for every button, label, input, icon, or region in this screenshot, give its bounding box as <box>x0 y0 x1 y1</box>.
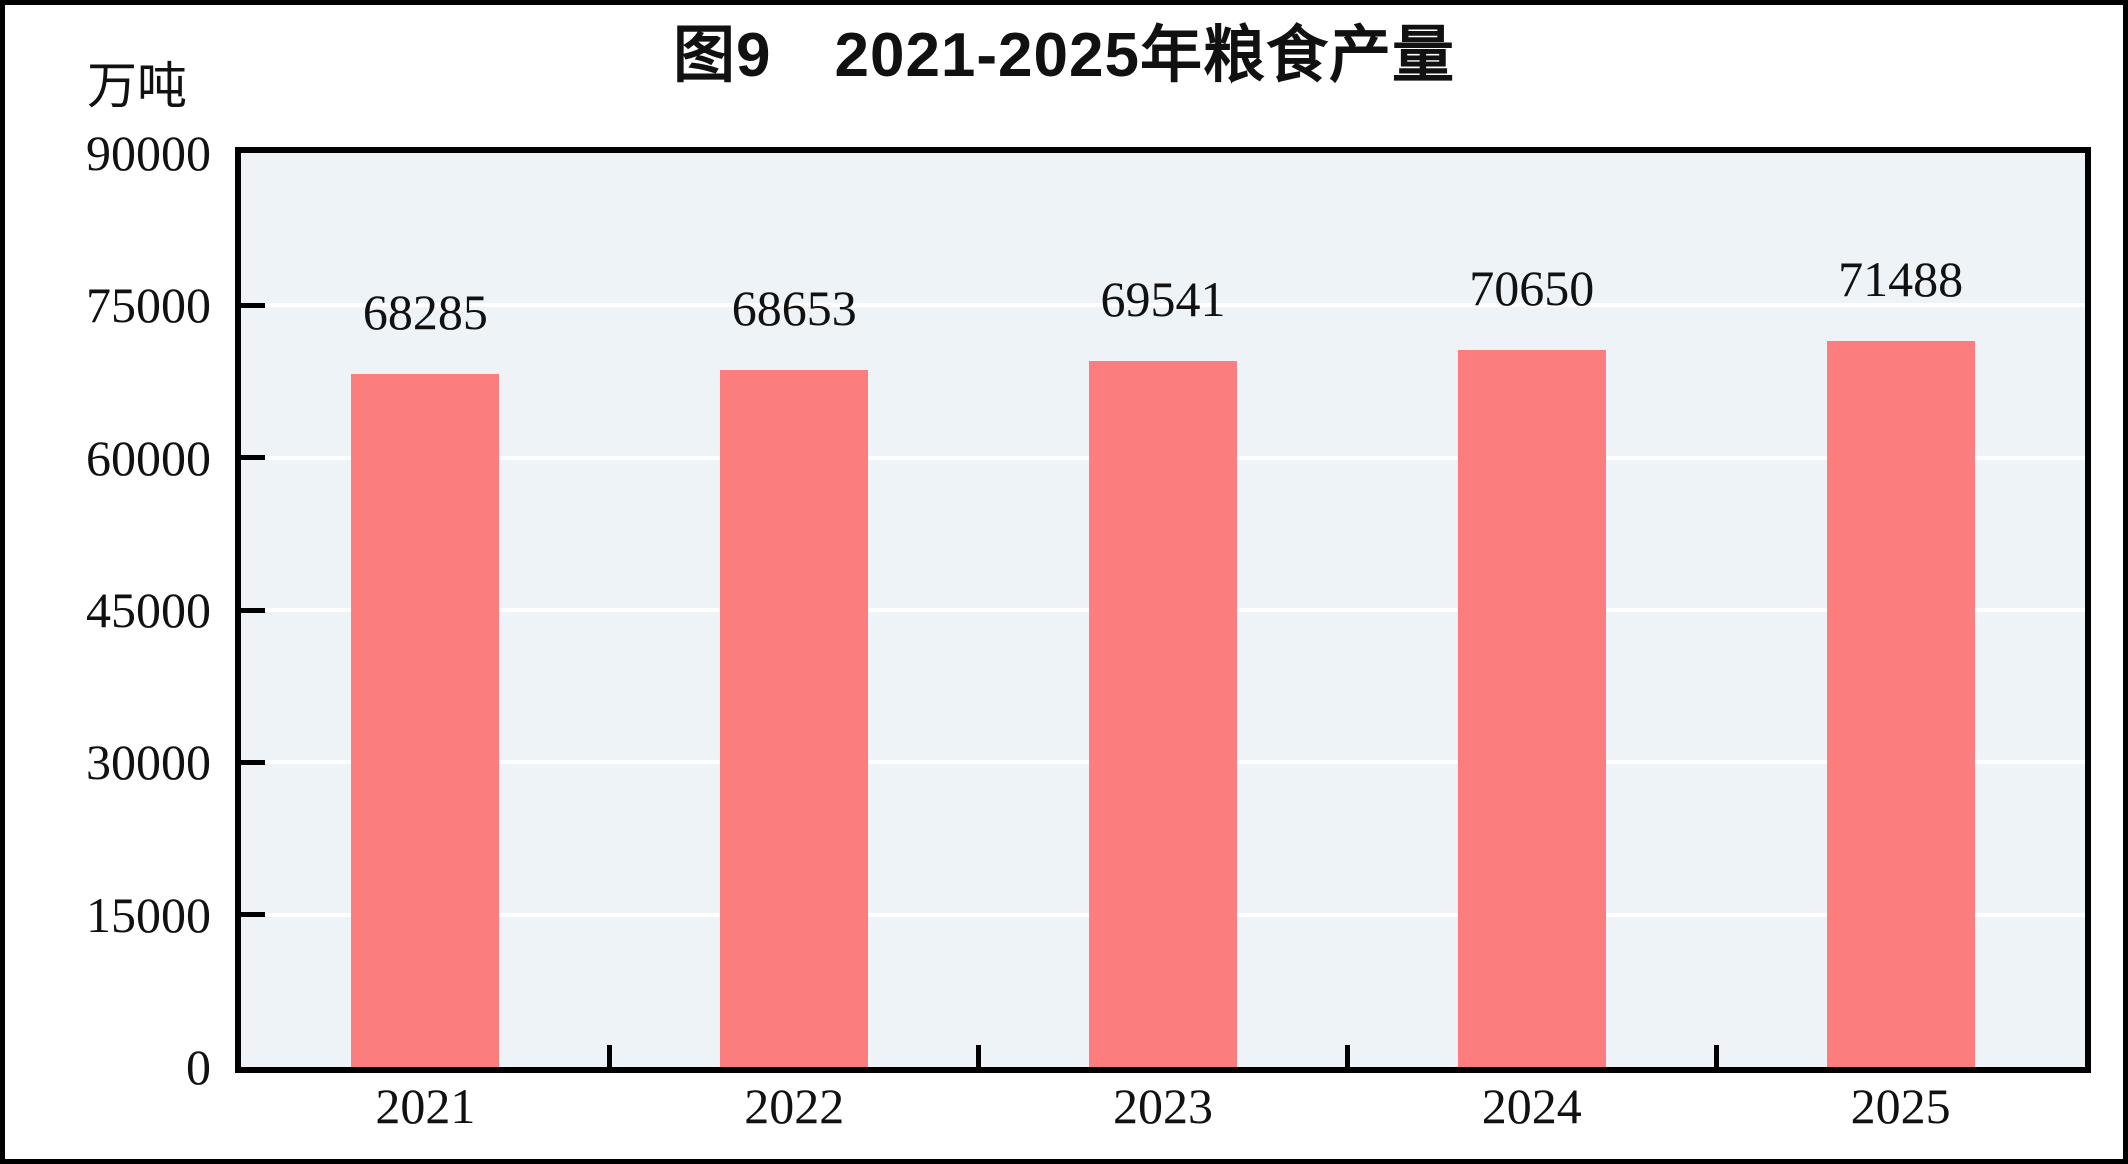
x-tick-label-2021: 2021 <box>375 1078 476 1134</box>
y-tick-label-0: 0 <box>186 1039 211 1095</box>
value-label-2022: 68653 <box>731 279 857 336</box>
x-tick-mark-2 <box>976 1045 982 1067</box>
y-tick-label-60000: 60000 <box>86 429 211 486</box>
value-label-2023: 69541 <box>1100 270 1226 327</box>
gridline-75000 <box>241 303 2085 308</box>
bar-2022 <box>720 369 869 1067</box>
x-tick-label-2022: 2022 <box>744 1078 845 1134</box>
chart-title: 图9 2021-2025年粮食产量 <box>673 21 1455 90</box>
x-tick-label-2024: 2024 <box>1481 1078 1582 1134</box>
y-tick-label-75000: 75000 <box>86 277 211 334</box>
y-tick-mark-45000 <box>241 607 265 613</box>
x-tick-label-2023: 2023 <box>1113 1078 1213 1134</box>
y-tick-mark-60000 <box>241 455 265 461</box>
y-tick-label-90000: 90000 <box>86 125 211 181</box>
bar-2024 <box>1457 349 1606 1067</box>
y-tick-label-15000: 15000 <box>86 886 211 943</box>
bars-group <box>241 153 2085 1067</box>
x-tick-mark-4 <box>1713 1045 1719 1067</box>
axis-tick-marks-group <box>241 153 2085 1067</box>
y-tick-label-45000: 45000 <box>86 582 211 638</box>
x-tick-mark-3 <box>1344 1045 1350 1067</box>
x-tick-label-2025: 2025 <box>1850 1078 1951 1134</box>
y-axis-unit-label: 万吨 <box>87 58 187 114</box>
bar-2025 <box>1826 341 1975 1067</box>
value-labels-group: 68285 68653 69541 70650 71488 <box>241 153 2085 1067</box>
y-tick-mark-30000 <box>241 759 265 765</box>
bar-2023 <box>1089 360 1237 1067</box>
y-tick-mark-75000 <box>241 302 265 308</box>
value-label-2025: 71488 <box>1838 250 1964 307</box>
y-tick-label-30000: 30000 <box>86 734 211 791</box>
bar-2021 <box>351 373 500 1067</box>
y-tick-mark-15000 <box>241 912 265 918</box>
value-label-2021: 68285 <box>362 283 488 340</box>
value-label-2024: 70650 <box>1469 259 1595 316</box>
x-tick-mark-1 <box>607 1045 613 1067</box>
